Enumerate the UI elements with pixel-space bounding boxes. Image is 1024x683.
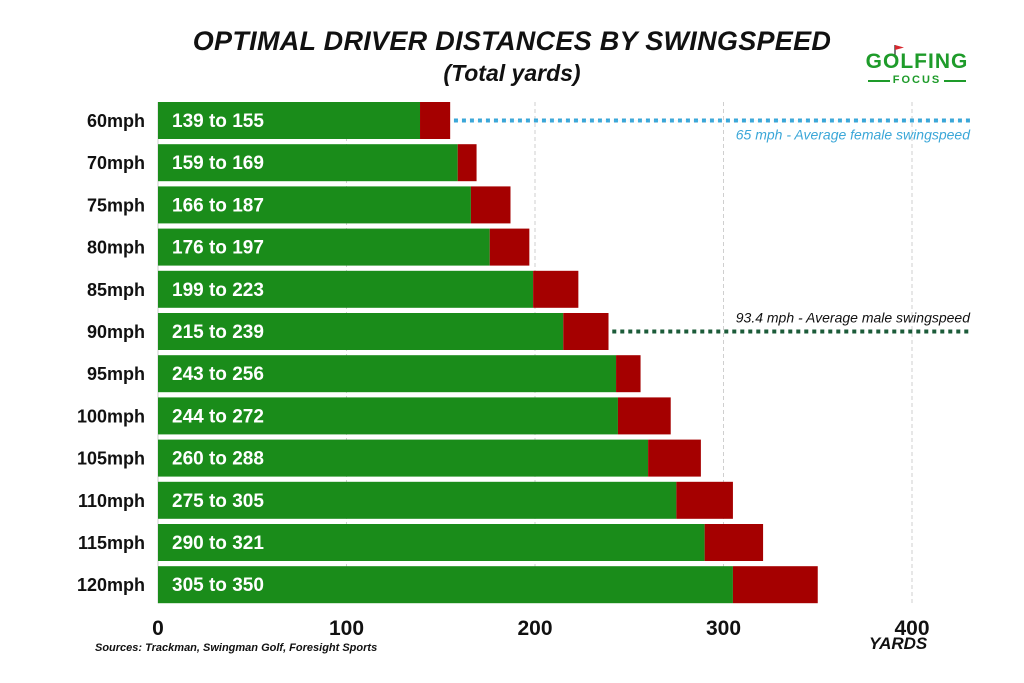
category-label: 120mph [77,575,145,595]
bar-value-label: 260 to 288 [172,449,264,470]
bar-min-85mph [158,270,534,308]
bar-min-120mph [158,566,733,604]
bar-max-75mph [470,186,511,224]
bar-layer: 139 to 155 159 to 169 166 to 187 176 to 197… [158,102,818,604]
chart-subtitle: (Total yards) [443,60,581,86]
bar-max-120mph [732,566,818,604]
bar-min-95mph [158,355,617,393]
annotation-layer: 65 mph - Average female swingspeed 93.4 m… [453,118,971,334]
bar-value-label: 243 to 256 [172,364,264,385]
category-label: 105mph [77,449,145,469]
category-label: 60mph [87,111,145,131]
x-axis-unit-label: YARDS [869,634,928,653]
golf-flag-icon [894,45,904,57]
bar-value-label: 215 to 239 [172,322,264,343]
category-label: 75mph [87,195,145,215]
bar-max-70mph [457,144,477,182]
category-label: 70mph [87,153,145,173]
bar-min-70mph [158,144,458,182]
bar-max-105mph [648,439,701,477]
bar-value-label: 159 to 169 [172,153,264,174]
bar-max-90mph [563,313,609,350]
grid-layer [157,102,913,604]
bar-min-110mph [158,481,677,519]
bar-min-60mph [158,102,421,139]
x-tick-label: 100 [329,617,364,640]
axis-layer: 60mph 70mph 75mph 80mph 85mph 90mph 95mph 100mp… [77,111,930,640]
bar-min-90mph [158,313,564,350]
bar-value-label: 139 to 155 [172,111,264,132]
golfing-focus-logo: GOLFING FOCUS [862,45,972,90]
x-tick-label: 300 [706,617,741,640]
bar-min-105mph [158,439,649,477]
bar-min-80mph [158,228,490,266]
x-tick-label: 0 [152,617,164,640]
category-label: 115mph [78,533,145,553]
bar-value-label: 244 to 272 [172,406,264,427]
bar-max-60mph [420,102,451,139]
chart-title: OPTIMAL DRIVER DISTANCES BY SWINGSPEED [192,26,832,56]
bar-value-label: 176 to 197 [172,238,264,259]
bar-max-85mph [533,270,579,308]
logo-right-line [944,80,966,82]
category-label: 90mph [87,322,145,342]
category-label: 80mph [87,238,145,258]
annotation-text-1: 93.4 mph - Average male swingspeed [736,310,971,326]
bar-max-80mph [489,228,530,266]
x-tick-label: 400 [894,617,929,640]
bar-value-label: 275 to 305 [172,491,264,512]
logo-bottom-text: FOCUS [892,74,942,86]
category-label: 85mph [87,280,145,300]
bar-min-75mph [158,186,471,224]
bar-value-label: 166 to 187 [172,195,264,216]
logo-top-text: GOLFING [865,50,969,73]
logo-left-line [868,80,890,82]
annotation-text-0: 65 mph - Average female swingspeed [736,127,971,143]
bar-max-100mph [617,397,671,435]
bar-max-110mph [676,481,733,519]
bar-value-label: 290 to 321 [172,533,264,554]
bar-max-115mph [704,524,764,561]
source-note: Sources: Trackman, Swingman Golf, Foresi… [95,642,378,654]
bar-value-label: 199 to 223 [172,280,264,301]
bar-min-115mph [158,524,705,561]
bar-min-100mph [158,397,618,435]
category-label: 95mph [87,364,145,384]
bar-max-95mph [616,355,641,393]
bar-value-label: 305 to 350 [172,575,264,596]
category-label: 100mph [77,406,145,426]
category-label: 110mph [78,491,145,511]
x-tick-label: 200 [517,617,552,640]
